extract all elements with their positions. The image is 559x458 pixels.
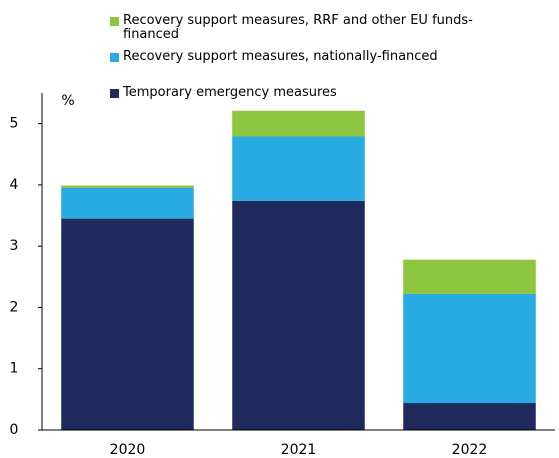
legend-entry: Recovery support measures, RRF and other…: [110, 14, 513, 42]
y-tick-label: 5: [10, 116, 19, 132]
bar-segment: [232, 200, 365, 430]
y-tick-label: 3: [10, 238, 19, 254]
bar-segment: [61, 185, 194, 188]
x-tick-label: 2022: [452, 442, 488, 458]
legend-swatch: [110, 53, 119, 62]
y-tick-label: 1: [10, 361, 19, 377]
bar-segment: [232, 110, 365, 137]
bar-segment: [61, 218, 194, 430]
bar-segment: [403, 259, 536, 294]
y-tick-label: 2: [10, 299, 19, 315]
legend-entry: Temporary emergency measures: [110, 86, 513, 100]
bar-segment: [232, 136, 365, 201]
legend-label: Temporary emergency measures: [123, 85, 337, 100]
y-tick-label: 4: [10, 177, 19, 193]
legend-label: Recovery support measures, RRF and other…: [123, 13, 473, 42]
legend-swatch: [110, 17, 119, 26]
y-axis-label: %: [61, 93, 74, 109]
bar-segment: [403, 403, 536, 430]
legend-entry: Recovery support measures, nationally-fi…: [110, 50, 513, 64]
x-tick-label: 2021: [281, 442, 317, 458]
bar-segment: [403, 293, 536, 404]
x-tick-label: 2020: [110, 442, 146, 458]
legend-swatch: [110, 89, 119, 98]
bar-segment: [61, 187, 194, 219]
legend-label: Recovery support measures, nationally-fi…: [123, 49, 438, 64]
y-tick-label: 0: [10, 422, 19, 438]
